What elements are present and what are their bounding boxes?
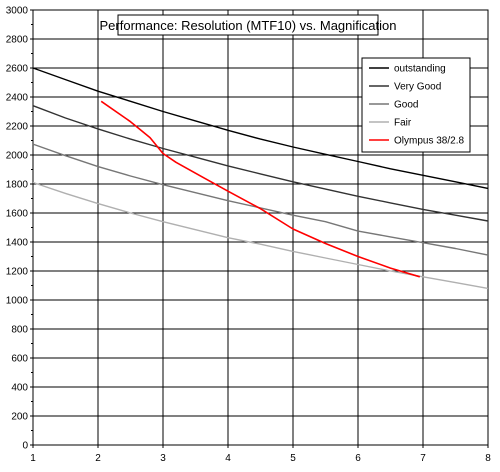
series-line-olympus-38-2-8 [100, 100, 421, 278]
y-tick-label: 800 [11, 325, 28, 336]
x-tick-label: 5 [290, 453, 296, 464]
series-line-outstanding [32, 67, 489, 190]
legend-frame [361, 57, 471, 153]
y-tick-label: 1000 [6, 296, 29, 307]
y-tick-label: 3000 [6, 6, 29, 17]
legend-entries: outstanding Very Good Good Fair Olympus 38/2… [369, 64, 464, 147]
x-tick-label: 7 [420, 453, 426, 464]
y-tick-label: 1800 [6, 180, 29, 191]
legend-label-olympus-38-2-8: Olympus 38/2.8 [394, 136, 464, 147]
y-tick-label: 2600 [6, 64, 29, 75]
y-tick-label: 200 [11, 412, 28, 423]
series-line-very-good [32, 105, 489, 222]
y-tick-label: 400 [11, 383, 28, 394]
legend: outstanding Very Good Good Fair Olympus 38/2… [361, 57, 471, 153]
grid-layer [33, 10, 488, 445]
y-tick-label: 1600 [6, 209, 29, 220]
series-layer [32, 67, 489, 290]
y-tick-label: 1400 [6, 238, 29, 249]
y-tick-label: 2400 [6, 93, 29, 104]
x-tick-label: 8 [485, 453, 491, 464]
x-tick-label: 2 [95, 453, 101, 464]
y-tick-label: 600 [11, 354, 28, 365]
y-tick-label: 1200 [6, 267, 29, 278]
tick-layer: 0 200 400 600 800 1000 1200 1400 1600 1800 2000 220… [6, 6, 491, 465]
legend-label-good: Good [394, 100, 418, 111]
y-tick-label: 2200 [6, 122, 29, 133]
legend-label-outstanding: outstanding [394, 64, 446, 75]
chart-title-frame [117, 14, 379, 36]
x-tick-label: 4 [225, 453, 231, 464]
chart-title: Performance: Resolution (MTF10) vs. Magn… [100, 18, 397, 33]
legend-label-fair: Fair [394, 118, 412, 129]
chart-title-box: Performance: Resolution (MTF10) vs. Magn… [100, 14, 397, 36]
y-tick-label: 0 [22, 441, 28, 452]
legend-label-very-good: Very Good [394, 82, 441, 93]
x-tick-label: 6 [355, 453, 361, 464]
y-tick-label: 2000 [6, 151, 29, 162]
y-tick-label: 2800 [6, 35, 29, 46]
x-tick-label: 3 [160, 453, 166, 464]
x-tick-label: 1 [30, 453, 36, 464]
